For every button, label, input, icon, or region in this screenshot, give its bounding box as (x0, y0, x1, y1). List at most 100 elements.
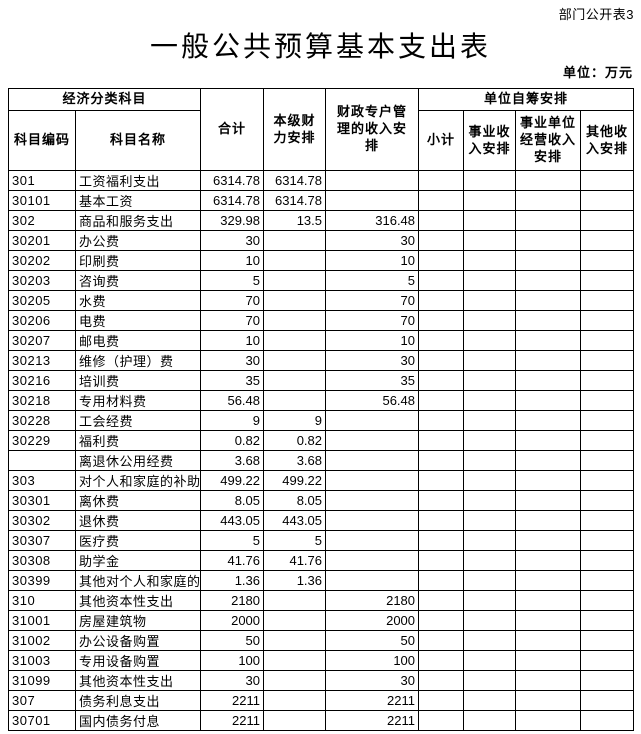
cell-operating-income (515, 390, 582, 411)
cell-total: 70 (200, 290, 265, 311)
cell-total: 5 (200, 530, 265, 551)
cell-business-income (463, 490, 517, 511)
cell-operating-income (515, 310, 582, 331)
cell-total: 2211 (200, 690, 265, 711)
table-row: 30206 电费 70 70 (8, 310, 635, 331)
header-economic-category: 经济分类科目 (7, 88, 202, 111)
cell-fiscal-special: 100 (325, 650, 420, 671)
cell-own-level (263, 290, 327, 311)
table-row: 30201 办公费 30 30 (8, 230, 635, 251)
cell-fiscal-special (325, 530, 420, 551)
cell-operating-income (515, 330, 582, 351)
cell-name: 专用材料费 (74, 390, 202, 411)
cell-total: 56.48 (200, 390, 265, 411)
cell-other-income (580, 330, 635, 351)
table-row: 301 工资福利支出 6314.78 6314.78 (8, 170, 635, 191)
cell-operating-income (515, 290, 582, 311)
cell-own-level (263, 350, 327, 371)
table-row: 307 债务利息支出 2211 2211 (8, 690, 635, 711)
cell-total: 3.68 (200, 450, 265, 471)
cell-fiscal-special: 2211 (325, 690, 420, 711)
cell-fiscal-special (325, 410, 420, 431)
table-row: 30216 培训费 35 35 (8, 370, 635, 391)
cell-fiscal-special: 70 (325, 290, 420, 311)
cell-operating-income (515, 230, 582, 251)
cell-subtotal (418, 470, 465, 491)
cell-business-income (463, 290, 517, 311)
cell-fiscal-special: 56.48 (325, 390, 420, 411)
cell-name: 工资福利支出 (74, 170, 202, 191)
cell-own-level: 499.22 (263, 470, 327, 491)
cell-subtotal (418, 290, 465, 311)
cell-other-income (580, 470, 635, 491)
cell-fiscal-special: 10 (325, 330, 420, 351)
cell-fiscal-special: 30 (325, 670, 420, 691)
cell-operating-income (515, 470, 582, 491)
cell-fiscal-special (325, 430, 420, 451)
cell-fiscal-special (325, 510, 420, 531)
cell-operating-income (515, 690, 582, 711)
cell-own-level: 0.82 (263, 430, 327, 451)
table-row: 302 商品和服务支出 329.98 13.5 316.48 (8, 210, 635, 231)
table-row: 30229 福利费 0.82 0.82 (8, 430, 635, 451)
cell-own-level (263, 690, 327, 711)
cell-own-level (263, 650, 327, 671)
cell-own-level: 6314.78 (263, 190, 327, 211)
cell-code: 31001 (8, 610, 76, 631)
table-header: 经济分类科目 合计 本级财力安排 财政专户管理的收入安排 单位自筹安排 科目编码… (7, 88, 635, 171)
cell-business-income (463, 210, 517, 231)
cell-code: 30202 (8, 250, 76, 271)
cell-total: 8.05 (200, 490, 265, 511)
cell-other-income (580, 650, 635, 671)
cell-own-level: 443.05 (263, 510, 327, 531)
table-row: 30213 维修（护理）费 30 30 (8, 350, 635, 371)
cell-total: 30 (200, 230, 265, 251)
cell-subtotal (418, 690, 465, 711)
cell-operating-income (515, 650, 582, 671)
cell-business-income (463, 250, 517, 271)
cell-operating-income (515, 410, 582, 431)
cell-fiscal-special: 30 (325, 230, 420, 251)
table-row: 30308 助学金 41.76 41.76 (8, 550, 635, 571)
cell-name: 水费 (74, 290, 202, 311)
cell-own-level: 5 (263, 530, 327, 551)
cell-code: 30228 (8, 410, 76, 431)
cell-total: 30 (200, 350, 265, 371)
table-row: 31002 办公设备购置 50 50 (8, 630, 635, 651)
table-row: 30399 其他对个人和家庭的 1.36 1.36 (8, 570, 635, 591)
cell-subtotal (418, 610, 465, 631)
cell-other-income (580, 610, 635, 631)
cell-code: 301 (8, 170, 76, 191)
cell-business-income (463, 550, 517, 571)
table-row: 30218 专用材料费 56.48 56.48 (8, 390, 635, 411)
cell-business-income (463, 330, 517, 351)
header-row-1: 经济分类科目 合计 本级财力安排 财政专户管理的收入安排 单位自筹安排 (7, 88, 635, 171)
cell-name: 电费 (74, 310, 202, 331)
cell-code: 30101 (8, 190, 76, 211)
cell-subtotal (418, 590, 465, 611)
table-row: 30228 工会经费 9 9 (8, 410, 635, 431)
cell-subtotal (418, 270, 465, 291)
cell-code: 30308 (8, 550, 76, 571)
cell-code: 30206 (8, 310, 76, 331)
cell-code: 30218 (8, 390, 76, 411)
cell-business-income (463, 610, 517, 631)
cell-name: 咨询费 (74, 270, 202, 291)
cell-operating-income (515, 550, 582, 571)
cell-business-income (463, 470, 517, 491)
table-row: 310 其他资本性支出 2180 2180 (8, 590, 635, 611)
cell-operating-income (515, 350, 582, 371)
table-row: 30307 医疗费 5 5 (8, 530, 635, 551)
header-code: 科目编码 (8, 110, 76, 171)
cell-business-income (463, 710, 517, 731)
header-total: 合计 (200, 88, 265, 171)
cell-name: 退休费 (74, 510, 202, 531)
cell-subtotal (418, 650, 465, 671)
cell-fiscal-special: 2000 (325, 610, 420, 631)
cell-other-income (580, 450, 635, 471)
cell-total: 329.98 (200, 210, 265, 231)
cell-own-level: 8.05 (263, 490, 327, 511)
cell-business-income (463, 410, 517, 431)
cell-code (8, 450, 76, 471)
